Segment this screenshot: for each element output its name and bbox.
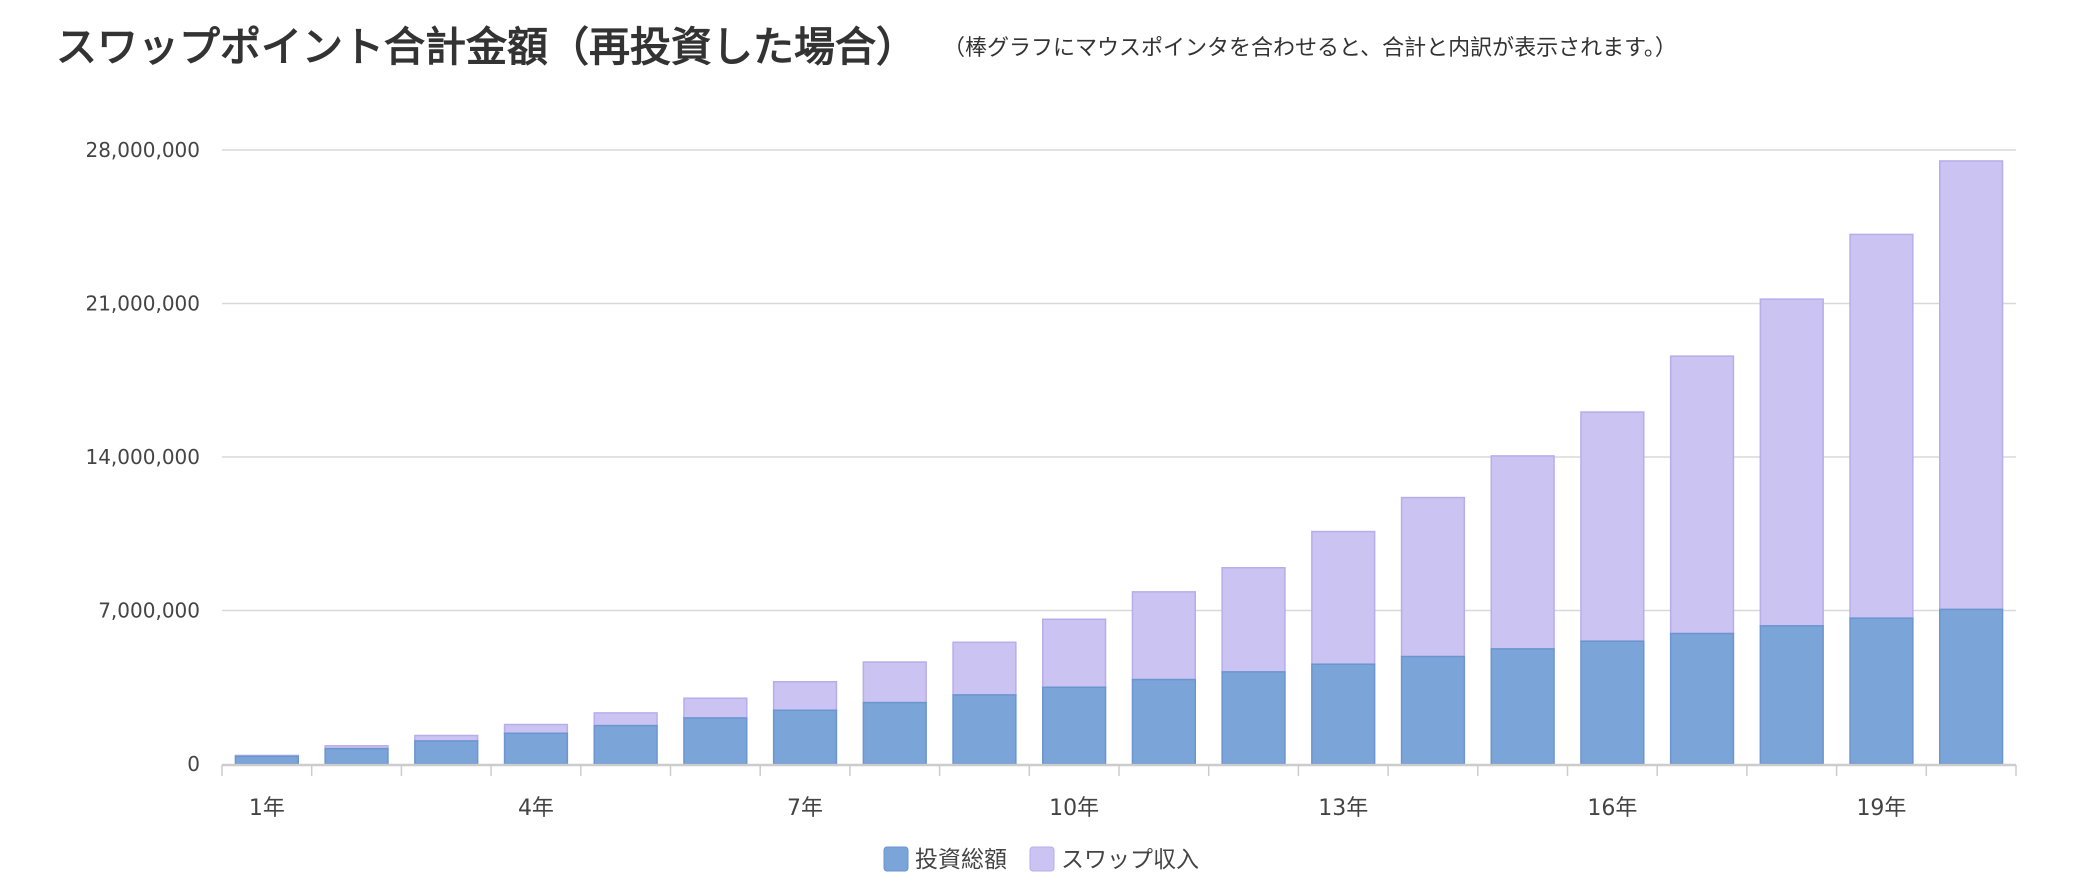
bar-group[interactable] xyxy=(1759,298,1824,765)
bar-group[interactable] xyxy=(234,754,299,765)
bar-swap-income[interactable] xyxy=(1400,496,1466,658)
bar-investment-total[interactable] xyxy=(503,732,569,765)
bar-investment-total[interactable] xyxy=(234,755,299,765)
legend-item-investment-total[interactable]: 投資総額 xyxy=(883,846,1007,873)
bar-investment-total[interactable] xyxy=(1042,686,1107,765)
x-tick-label: 16年 xyxy=(1587,796,1637,821)
x-tick-label: 1年 xyxy=(249,796,285,821)
bar-group[interactable] xyxy=(952,641,1017,765)
bar-swap-income[interactable] xyxy=(1759,298,1824,627)
bar-investment-total[interactable] xyxy=(952,694,1017,765)
bar-group[interactable] xyxy=(683,697,748,765)
bar-group[interactable] xyxy=(862,661,927,765)
bar-investment-total[interactable] xyxy=(1400,655,1466,765)
bar-swap-income[interactable] xyxy=(1131,591,1196,681)
bar-group[interactable] xyxy=(414,734,479,765)
chart-subtitle: （棒グラフにマウスポインタを合わせると、合計と内訳が表示されます。） xyxy=(943,36,1677,61)
bar-investment-total[interactable] xyxy=(1939,608,2004,765)
bar-investment-total[interactable] xyxy=(683,717,748,765)
y-tick-label: 14,000,000 xyxy=(85,445,200,469)
y-tick-label: 0 xyxy=(187,752,200,776)
bar-group[interactable] xyxy=(1580,411,1645,765)
bar-group[interactable] xyxy=(1669,355,1735,765)
bar-investment-total[interactable] xyxy=(324,747,389,765)
bar-swap-income[interactable] xyxy=(414,734,479,742)
bar-investment-total[interactable] xyxy=(593,724,658,765)
bar-investment-total[interactable] xyxy=(1849,617,1914,765)
bar-swap-income[interactable] xyxy=(1490,455,1555,650)
bar-group[interactable] xyxy=(1221,566,1286,765)
bar-investment-total[interactable] xyxy=(1131,678,1196,765)
bar-swap-income[interactable] xyxy=(1669,355,1735,635)
bar-swap-income[interactable] xyxy=(1849,233,1914,619)
legend-swatch xyxy=(883,846,909,872)
bar-group[interactable] xyxy=(1042,618,1107,765)
bar-swap-income[interactable] xyxy=(593,712,658,727)
y-tick-label: 7,000,000 xyxy=(98,599,200,623)
y-axis-labels: 0 7,000,000 14,000,000 21,000,000 28,000,000 xyxy=(85,138,200,776)
bar-investment-total[interactable] xyxy=(1669,632,1735,765)
bar-swap-income[interactable] xyxy=(1580,411,1645,642)
legend-swatch xyxy=(1029,846,1055,872)
x-axis: 1年 4年 7年 10年 13年 16年 19年 xyxy=(221,763,2017,821)
bar-group[interactable] xyxy=(772,681,838,765)
y-tick-label: 21,000,000 xyxy=(85,292,200,316)
chart-title: スワップポイント合計金額（再投資した場合） xyxy=(56,23,917,71)
bar-investment-total[interactable] xyxy=(772,709,838,765)
bar-group[interactable] xyxy=(503,723,569,765)
bar-group[interactable] xyxy=(1490,455,1555,765)
bar-group[interactable] xyxy=(1849,233,1914,765)
bar-investment-total[interactable] xyxy=(862,701,927,765)
x-tick-label: 10年 xyxy=(1049,796,1099,821)
bar-group[interactable] xyxy=(1131,591,1196,765)
y-tick-label: 28,000,000 xyxy=(85,138,200,162)
bar-swap-income[interactable] xyxy=(772,681,838,712)
x-tick-label: 4年 xyxy=(518,796,554,821)
bar-investment-total[interactable] xyxy=(1311,663,1376,765)
bars xyxy=(234,160,2004,765)
bar-swap-income[interactable] xyxy=(862,661,927,704)
bar-swap-income[interactable] xyxy=(952,641,1017,696)
bar-group[interactable] xyxy=(1400,496,1466,765)
legend-item-swap-income[interactable]: スワップ収入 xyxy=(1029,846,1199,873)
bar-group[interactable] xyxy=(593,712,658,765)
bar-group[interactable] xyxy=(1939,160,2004,765)
bar-group[interactable] xyxy=(324,745,389,765)
x-tick-label: 19年 xyxy=(1856,796,1906,821)
bar-swap-income[interactable] xyxy=(1939,160,2004,611)
bar-swap-income[interactable] xyxy=(683,697,748,719)
x-tick-label: 13年 xyxy=(1318,796,1368,821)
bar-swap-income[interactable] xyxy=(1042,618,1107,688)
bar-investment-total[interactable] xyxy=(414,740,479,765)
bar-swap-income[interactable] xyxy=(1311,530,1376,665)
y-grid xyxy=(222,149,2016,612)
bar-investment-total[interactable] xyxy=(1490,648,1555,765)
bar-swap-income[interactable] xyxy=(1221,566,1286,673)
bar-investment-total[interactable] xyxy=(1759,625,1824,765)
bar-swap-income[interactable] xyxy=(503,723,569,735)
x-tick-label: 7年 xyxy=(787,796,823,821)
chart-header: スワップポイント合計金額（再投資した場合） （棒グラフにマウスポインタを合わせる… xyxy=(56,8,2036,78)
bar-group[interactable] xyxy=(1311,530,1376,765)
bar-investment-total[interactable] xyxy=(1221,671,1286,765)
legend-label: スワップ収入 xyxy=(1061,847,1199,873)
legend: 投資総額 スワップ収入 xyxy=(883,846,1199,873)
bar-investment-total[interactable] xyxy=(1580,640,1645,765)
legend-label: 投資総額 xyxy=(915,847,1007,873)
